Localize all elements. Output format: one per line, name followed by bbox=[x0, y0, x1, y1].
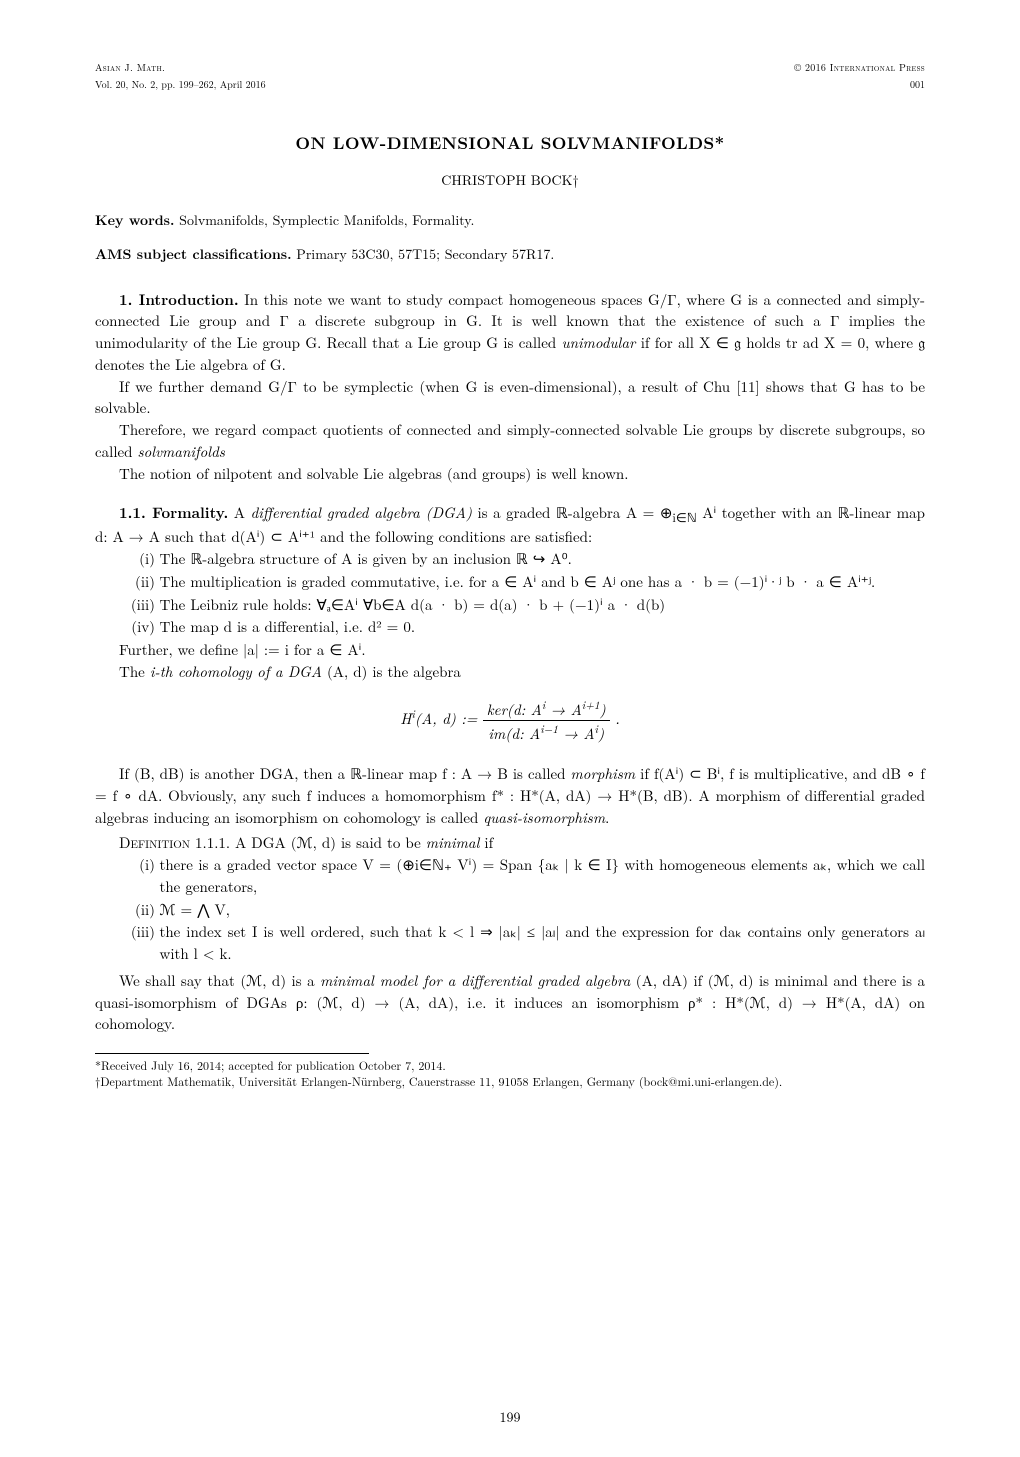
li3-text: The Leibniz rule holds: ∀ₐ∈Aⁱ ∀b∈A d(a ·… bbox=[160, 594, 666, 615]
ams-label: AMS subject classifications. bbox=[95, 244, 292, 264]
roman-iv: (iv) bbox=[125, 616, 155, 638]
dga-cond-3: (iii)The Leibniz rule holds: ∀ₐ∈Aⁱ ∀b∈A … bbox=[133, 594, 926, 616]
min-cond-3: (iii)the index set I is well ordered, su… bbox=[133, 921, 926, 965]
section-1-intro: 1. Introduction. In this note we want to… bbox=[95, 289, 925, 376]
sec1-p2: If we further demand G/Γ to be symplecti… bbox=[95, 376, 925, 420]
author-name: CHRISTOPH BOCK† bbox=[95, 170, 925, 190]
final-p1a: We shall say that (ℳ, d) is a bbox=[119, 970, 320, 991]
p2-em2: quasi-isomorphism bbox=[483, 807, 605, 828]
definition-1-1-1: Definition 1.1.1. A DGA (ℳ, d) is said t… bbox=[95, 832, 925, 854]
sec1-p1-em: unimodular bbox=[562, 332, 636, 353]
header-row-2: Vol. 20, No. 2, pp. 199–262, April 2016 … bbox=[95, 77, 925, 92]
ith-em: i-th cohomology of a DGA bbox=[150, 661, 322, 682]
roman-ii-2: (ii) bbox=[125, 899, 155, 921]
roman-iii-2: (iii) bbox=[125, 921, 155, 943]
dga-cond-4: (iv)The map d is a differential, i.e. d²… bbox=[133, 616, 926, 638]
dga-cond-1: (i)The ℝ-algebra structure of A is given… bbox=[133, 548, 926, 570]
ith-a: The bbox=[119, 661, 150, 682]
def-head: Definition 1.1.1. bbox=[119, 832, 230, 853]
further-define: Further, we define |a| := i for a ∈ Aⁱ. bbox=[95, 639, 925, 661]
footnote-1: *Received July 16, 2014; accepted for pu… bbox=[95, 1058, 925, 1074]
sec1-p3: Therefore, we regard compact quotients o… bbox=[95, 419, 925, 463]
paper-code: 001 bbox=[910, 77, 925, 92]
roman-i: (i) bbox=[125, 548, 155, 570]
header-row-1: Asian J. Math. © 2016 International Pres… bbox=[95, 60, 925, 75]
min-li1: there is a graded vector space V = (⊕i∈ℕ… bbox=[160, 854, 926, 897]
roman-iii: (iii) bbox=[125, 594, 155, 616]
p2a: If (B, dB) is another DGA, then a ℝ-line… bbox=[119, 763, 571, 784]
page-number: 199 bbox=[0, 1407, 1020, 1427]
display-formula: Hi(A, d) := ker(d: Ai → Ai+1)im(d: Ai−1 … bbox=[400, 708, 619, 729]
sec11-p1-em: differential graded algebra (DGA) bbox=[251, 502, 472, 523]
roman-ii: (ii) bbox=[125, 571, 155, 593]
section-1-1-heading: 1.1. Formality. bbox=[119, 502, 228, 523]
sec11-sub: i∈ℕ bbox=[672, 508, 696, 526]
li1-text: The ℝ-algebra structure of A is given by… bbox=[160, 548, 572, 569]
footnote-2: †Department Mathematik, Universität Erla… bbox=[95, 1074, 925, 1090]
volume-info: Vol. 20, No. 2, pp. 199–262, April 2016 bbox=[95, 77, 266, 92]
cohomology-display: Hi(A, d) := ker(d: Ai → Ai+1)im(d: Ai−1 … bbox=[95, 697, 925, 746]
min-cond-1: (i)there is a graded vector space V = (⊕… bbox=[133, 854, 926, 898]
final-em: minimal model for a differential graded … bbox=[320, 970, 630, 991]
def-em: minimal bbox=[426, 832, 480, 853]
section-1-heading: 1. Introduction. bbox=[119, 289, 239, 310]
roman-i-2: (i) bbox=[125, 854, 155, 876]
ith-b: (A, d) is the algebra bbox=[322, 661, 461, 682]
dga-cond-2: (ii)The multiplication is graded commuta… bbox=[133, 571, 926, 593]
p2c: . bbox=[605, 807, 609, 828]
p2-em1: morphism bbox=[571, 763, 636, 784]
footnote-rule bbox=[95, 1053, 369, 1054]
ams-text: Primary 53C30, 57T15; Secondary 57R17. bbox=[292, 244, 555, 264]
li4-text: The map d is a differential, i.e. d² = 0… bbox=[160, 616, 416, 637]
keywords-text: Solvmanifolds, Symplectic Manifolds, For… bbox=[175, 210, 475, 230]
ams-line: AMS subject classifications. Primary 53C… bbox=[95, 244, 925, 264]
journal-name: Asian J. Math. bbox=[95, 60, 165, 75]
minimal-conditions-list: (i)there is a graded vector space V = (⊕… bbox=[133, 854, 926, 965]
copyright: © 2016 International Press bbox=[794, 60, 925, 75]
keywords-line: Key words. Solvmanifolds, Symplectic Man… bbox=[95, 210, 925, 230]
paper-title: ON LOW-DIMENSIONAL SOLVMANIFOLDS* bbox=[95, 131, 925, 156]
dga-conditions-list: (i)The ℝ-algebra structure of A is given… bbox=[133, 548, 926, 638]
def-text-b: if bbox=[479, 832, 493, 853]
sec11-p1b: is a graded ℝ-algebra A = ⊕ bbox=[472, 502, 672, 523]
minimal-model-para: We shall say that (ℳ, d) is a minimal mo… bbox=[95, 970, 925, 1035]
ith-cohomology: The i-th cohomology of a DGA (A, d) is t… bbox=[95, 661, 925, 683]
li2-text: The multiplication is graded commutative… bbox=[160, 571, 876, 592]
section-1-1: 1.1. Formality. A differential graded al… bbox=[95, 502, 925, 548]
sec1-p4: The notion of nilpotent and solvable Lie… bbox=[95, 463, 925, 485]
min-cond-2: (ii)ℳ = ⋀ V, bbox=[133, 899, 926, 921]
sec11-p1a: A bbox=[228, 502, 250, 523]
def-text-a: A DGA (ℳ, d) is said to be bbox=[230, 832, 426, 853]
sec1-p3-em: solvmanifolds bbox=[138, 441, 225, 462]
keywords-label: Key words. bbox=[95, 210, 175, 230]
min-li3: the index set I is well ordered, such th… bbox=[160, 921, 926, 964]
min-li2: ℳ = ⋀ V, bbox=[160, 899, 230, 920]
morphism-para: If (B, dB) is another DGA, then a ℝ-line… bbox=[95, 763, 925, 828]
